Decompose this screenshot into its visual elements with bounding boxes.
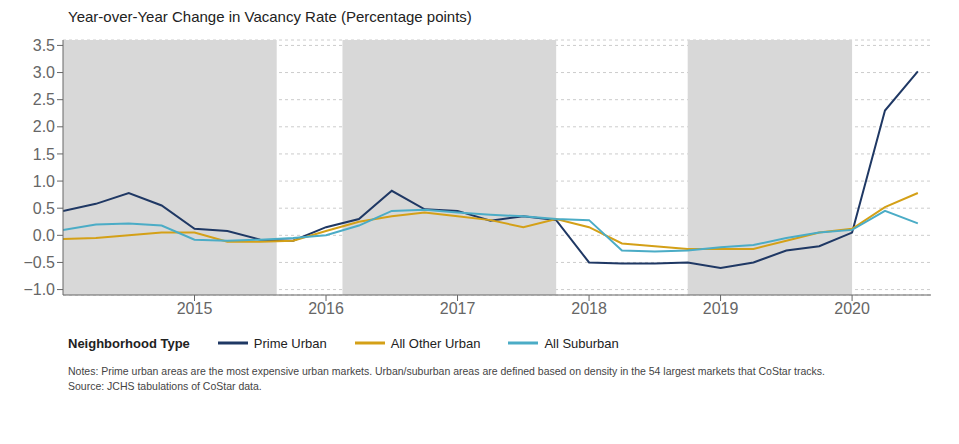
svg-text:0.0: 0.0 [33,227,55,244]
svg-text:−0.5: −0.5 [23,254,55,271]
html-text:Source: JCHS tabulations of Co: Source: JCHS tabulations of CoStar data. [68,380,262,392]
svg-text:1.5: 1.5 [33,146,55,163]
svg-text:1.0: 1.0 [33,173,55,190]
svg-text:3.0: 3.0 [33,64,55,81]
svg-text:−1.0: −1.0 [23,281,55,298]
html-text:Notes: Prime urban areas are t: Notes: Prime urban areas are the most ex… [68,365,825,377]
svg-text:2.5: 2.5 [33,91,55,108]
svg-text:2015: 2015 [177,300,213,317]
html-text:All Other Urban: All Other Urban [390,335,481,351]
svg-text:0.5: 0.5 [33,200,55,217]
html-text:Year-over-Year Change in Vacan: Year-over-Year Change in Vacancy Rate (P… [68,8,472,25]
svg-text:2020: 2020 [834,300,870,317]
html-text:Prime Urban: Prime Urban [253,335,327,351]
svg-text:2018: 2018 [571,300,607,317]
html-text:Neighborhood Type: Neighborhood Type [68,335,190,351]
svg-text:3.5: 3.5 [33,37,55,54]
svg-text:2.0: 2.0 [33,118,55,135]
svg-text:2017: 2017 [440,300,476,317]
svg-text:2019: 2019 [703,300,739,317]
svg-text:2016: 2016 [308,300,344,317]
html-text:All Suburban: All Suburban [544,335,619,351]
